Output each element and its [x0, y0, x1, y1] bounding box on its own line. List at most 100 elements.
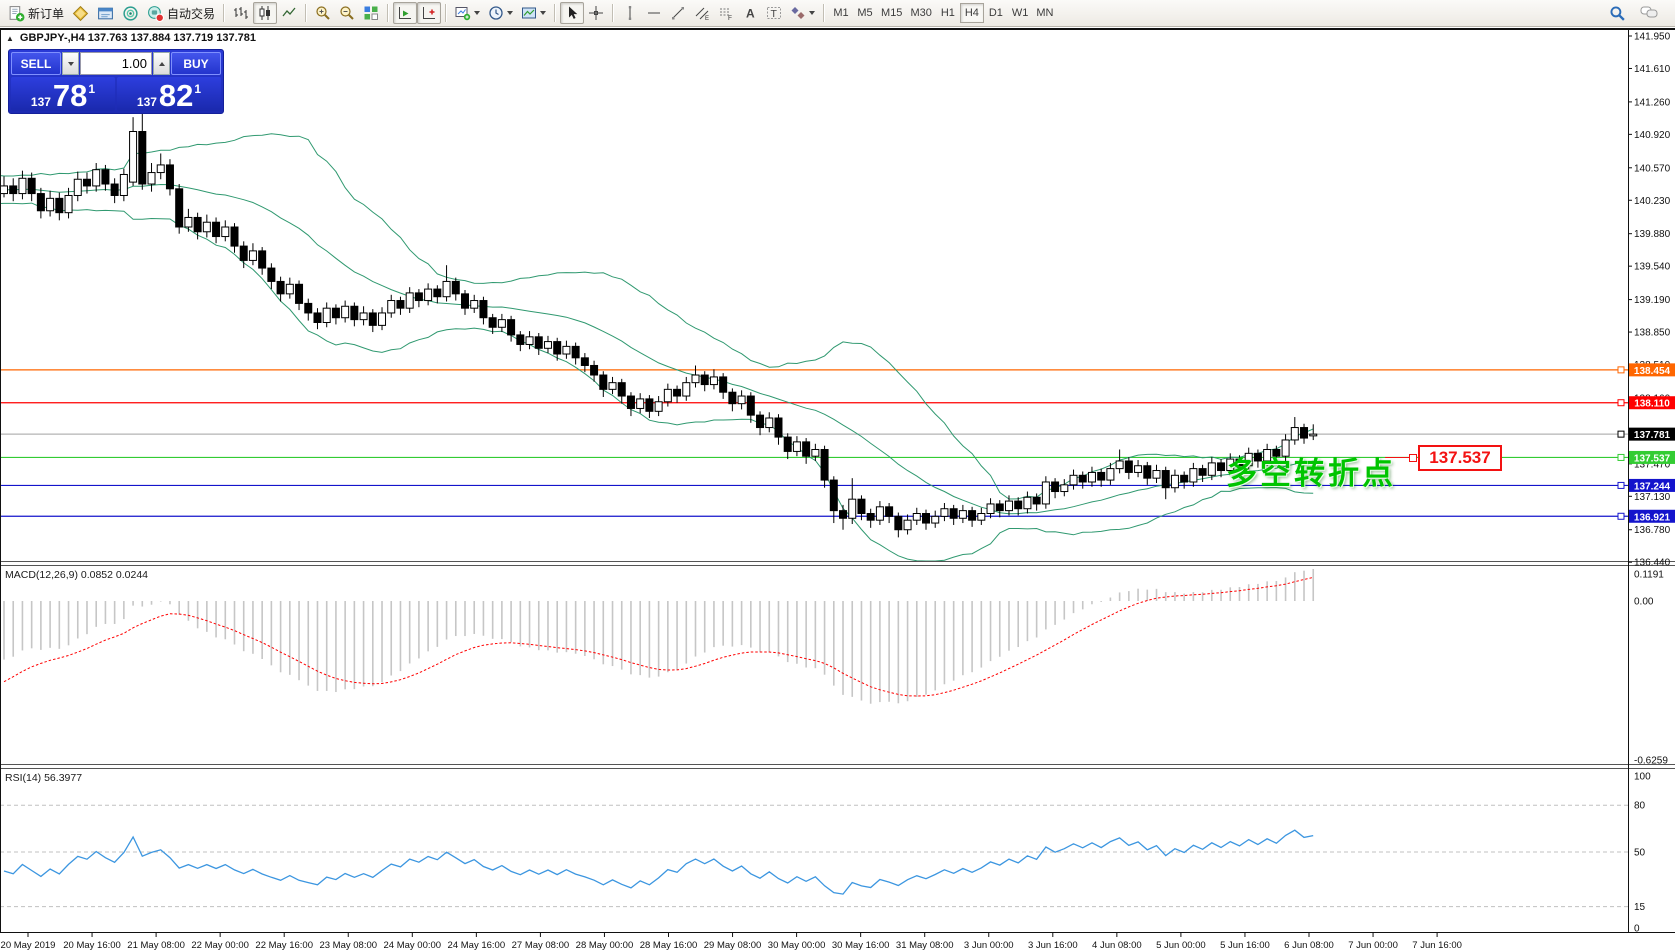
timeframe-m30-button[interactable]: M30 — [906, 3, 935, 23]
timeframe-m1-button[interactable]: M1 — [829, 3, 853, 23]
buy-button[interactable]: BUY — [171, 52, 221, 75]
timeframe-mn-button[interactable]: MN — [1032, 3, 1057, 23]
new-order-button[interactable]: 新订单 — [4, 2, 68, 24]
price-callout-label: 137.537 — [1418, 445, 1502, 471]
chart-shift-icon — [421, 5, 437, 21]
svg-text:137.537: 137.537 — [1634, 453, 1671, 464]
timeframe-m15-button[interactable]: M15 — [877, 3, 906, 23]
fibonacci-tool[interactable]: F — [714, 2, 738, 24]
rsi-indicator-label: RSI(14) 56.3977 — [5, 772, 83, 784]
indicator-panes-layer — [0, 569, 1628, 908]
crosshair-icon — [588, 5, 604, 21]
candlestick-mode-button[interactable] — [253, 2, 278, 24]
svg-text:50: 50 — [1634, 848, 1646, 859]
template-dropdown[interactable] — [517, 2, 550, 24]
volume-input[interactable] — [80, 52, 152, 75]
navigator-button[interactable] — [118, 2, 143, 24]
sell-price-pip: 1 — [88, 82, 96, 96]
arrows-dropdown[interactable] — [786, 2, 819, 24]
period-dropdown[interactable] — [484, 2, 517, 24]
timeframe-m5-button[interactable]: M5 — [853, 3, 877, 23]
callout-anchor-square — [1409, 454, 1417, 462]
bar-chart-mode-button[interactable] — [229, 2, 253, 24]
candles-layer — [0, 109, 1318, 538]
search-button[interactable] — [1605, 2, 1630, 24]
new-chart-icon — [455, 5, 471, 21]
bar-chart-icon — [233, 5, 249, 21]
svg-text:A: A — [746, 7, 755, 21]
chart-canvas[interactable]: 141.950 141.610 141.260 140.920 140.570 140.2… — [0, 30, 1675, 950]
svg-text:28 May 16:00: 28 May 16:00 — [640, 940, 698, 950]
svg-text:141.950: 141.950 — [1634, 32, 1671, 43]
auto-scroll-button[interactable] — [393, 2, 418, 24]
dropdown-caret-icon — [474, 11, 481, 15]
timeframe-h4-button[interactable]: H4 — [959, 3, 984, 23]
svg-text:137.781: 137.781 — [1634, 430, 1671, 441]
tile-windows-icon — [363, 5, 379, 21]
timeframe-w1-button[interactable]: W1 — [1008, 3, 1033, 23]
chart-profile-button[interactable] — [68, 2, 93, 24]
fibonacci-icon: F — [718, 5, 734, 22]
dropdown-caret-icon — [809, 11, 816, 15]
chat-button[interactable] — [1636, 2, 1663, 24]
zoom-in-button[interactable] — [311, 2, 335, 24]
line-chart-icon — [281, 5, 297, 21]
svg-text:0.1191: 0.1191 — [1634, 570, 1664, 581]
svg-text:28 May 00:00: 28 May 00:00 — [576, 940, 634, 950]
spinner-down-icon — [67, 61, 74, 66]
chart-shift-button[interactable] — [417, 2, 442, 24]
toolbar-separator — [612, 4, 615, 22]
spinner-up-icon — [158, 61, 165, 66]
cursor-icon — [564, 5, 580, 21]
svg-text:0: 0 — [1634, 924, 1640, 935]
trendline-tool[interactable] — [666, 2, 690, 24]
collapse-triangle-icon[interactable]: ▲ — [6, 33, 14, 43]
svg-text:136.921: 136.921 — [1634, 512, 1671, 523]
svg-text:4 Jun 08:00: 4 Jun 08:00 — [1092, 940, 1142, 950]
candlestick-icon — [257, 5, 273, 21]
toolbar-separator — [823, 4, 826, 22]
autotrading-label: 自动交易 — [167, 6, 216, 21]
volume-decrease-button[interactable] — [62, 52, 79, 75]
template-icon — [521, 5, 537, 21]
svg-text:27 May 08:00: 27 May 08:00 — [512, 940, 570, 950]
zoom-out-button[interactable] — [335, 2, 359, 24]
data-window-button[interactable] — [93, 2, 118, 24]
data-window-icon — [97, 5, 114, 22]
autotrading-button[interactable]: 自动交易 — [143, 2, 219, 24]
tile-windows-button[interactable] — [359, 2, 383, 24]
buy-price-big: 82 — [158, 78, 194, 113]
sell-price-display[interactable]: 137 78 1 — [11, 77, 115, 111]
volume-increase-button[interactable] — [153, 52, 170, 75]
cursor-tool-button[interactable] — [560, 2, 585, 24]
svg-text:7 Jun 00:00: 7 Jun 00:00 — [1348, 940, 1398, 950]
svg-text:136.440: 136.440 — [1634, 558, 1671, 569]
crosshair-tool-button[interactable] — [584, 2, 608, 24]
svg-text:140.230: 140.230 — [1634, 196, 1671, 207]
svg-text:137.470: 137.470 — [1634, 459, 1671, 470]
svg-text:E: E — [705, 16, 709, 21]
autotrading-icon — [147, 5, 165, 22]
dropdown-caret-icon — [540, 11, 547, 15]
timeframe-d1-button[interactable]: D1 — [984, 3, 1008, 23]
text-tool[interactable]: A — [738, 2, 762, 24]
timeframe-h1-button[interactable]: H1 — [936, 3, 960, 23]
svg-text:7 Jun 16:00: 7 Jun 16:00 — [1412, 940, 1462, 950]
line-chart-mode-button[interactable] — [277, 2, 301, 24]
chart-text-annotation: 多空转折点 — [1226, 456, 1396, 491]
new-chart-dropdown[interactable] — [451, 2, 484, 24]
buy-price-display[interactable]: 137 82 1 — [117, 77, 221, 111]
horizontal-line-tool[interactable] — [642, 2, 666, 24]
svg-text:136.780: 136.780 — [1634, 525, 1671, 536]
svg-text:137.130: 137.130 — [1634, 492, 1671, 503]
svg-text:139.190: 139.190 — [1634, 295, 1671, 306]
svg-text:22 May 16:00: 22 May 16:00 — [255, 940, 313, 950]
text-label-tool[interactable]: T — [762, 2, 786, 24]
vertical-line-tool[interactable] — [618, 2, 642, 24]
toolbar-separator — [305, 4, 308, 22]
svg-text:23 May 08:00: 23 May 08:00 — [319, 940, 377, 950]
sell-button[interactable]: SELL — [11, 52, 61, 75]
channel-tool[interactable]: E — [690, 2, 714, 24]
